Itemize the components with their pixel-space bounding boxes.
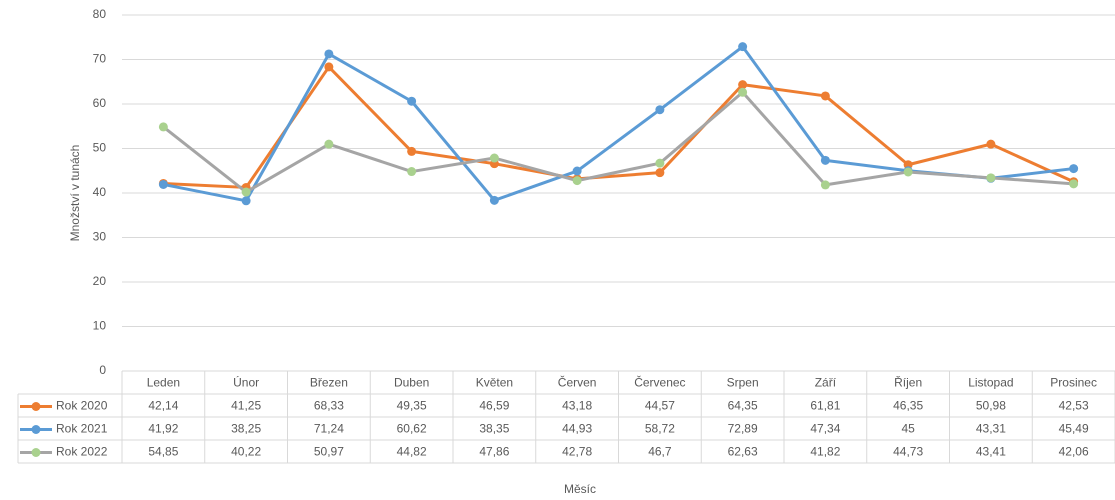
marker <box>324 62 334 72</box>
table-value: 46,35 <box>893 399 923 413</box>
legend-marker <box>31 425 41 434</box>
table-value: 44,73 <box>893 445 923 459</box>
marker <box>407 96 417 106</box>
y-axis-label: Množství v tunách <box>68 145 82 242</box>
table-value: 38,25 <box>231 422 261 436</box>
table-value: 71,24 <box>314 422 344 436</box>
table-value: 45 <box>901 422 915 436</box>
table-value: 45,49 <box>1059 422 1089 436</box>
legend-marker <box>31 448 41 457</box>
table-value: 41,92 <box>148 422 178 436</box>
marker <box>738 80 748 90</box>
marker <box>158 179 168 189</box>
marker <box>324 49 334 59</box>
y-tick-label: 20 <box>93 274 107 288</box>
table-value: 44,57 <box>645 399 675 413</box>
x-tick-label: Duben <box>394 376 429 390</box>
table-value: 43,31 <box>976 422 1006 436</box>
x-tick-label: Listopad <box>968 376 1013 390</box>
marker <box>241 196 251 206</box>
table-value: 64,35 <box>728 399 758 413</box>
table-value: 41,82 <box>810 445 840 459</box>
table-value: 41,25 <box>231 399 261 413</box>
marker <box>655 168 665 178</box>
marker <box>1069 179 1079 189</box>
x-tick-label: Srpen <box>727 376 759 390</box>
table-value: 58,72 <box>645 422 675 436</box>
table-value: 60,62 <box>397 422 427 436</box>
table-value: 50,98 <box>976 399 1006 413</box>
table-value: 46,59 <box>479 399 509 413</box>
marker <box>572 176 582 186</box>
legend-label: Rok 2020 <box>56 399 108 413</box>
table-value: 46,7 <box>648 445 672 459</box>
table-value: 42,53 <box>1059 399 1089 413</box>
marker <box>1069 164 1079 174</box>
table-value: 62,63 <box>728 445 758 459</box>
marker <box>738 42 748 52</box>
y-tick-label: 80 <box>93 7 107 21</box>
table-value: 43,18 <box>562 399 592 413</box>
legend-label: Rok 2021 <box>56 422 108 436</box>
table-value: 68,33 <box>314 399 344 413</box>
table-value: 42,78 <box>562 445 592 459</box>
x-tick-label: Červenec <box>634 375 685 390</box>
y-tick-label: 40 <box>93 185 107 199</box>
x-tick-label: Říjen <box>894 375 922 390</box>
marker <box>158 122 168 132</box>
x-tick-label: Červen <box>558 375 597 390</box>
marker <box>655 105 665 115</box>
marker <box>572 166 582 176</box>
marker <box>903 167 913 177</box>
marker <box>407 167 417 177</box>
marker <box>986 139 996 149</box>
legend-label: Rok 2022 <box>56 445 108 459</box>
x-tick-label: Prosinec <box>1050 376 1097 390</box>
table-value: 38,35 <box>479 422 509 436</box>
y-tick-label: 60 <box>93 96 107 110</box>
marker <box>324 139 334 149</box>
x-tick-label: Květen <box>476 376 513 390</box>
table-value: 47,86 <box>479 445 509 459</box>
y-tick-label: 0 <box>99 363 106 377</box>
marker <box>820 155 830 165</box>
y-tick-label: 50 <box>93 141 107 155</box>
table-value: 49,35 <box>397 399 427 413</box>
table-value: 54,85 <box>148 445 178 459</box>
table-value: 47,34 <box>810 422 840 436</box>
series-line <box>162 90 1074 194</box>
y-tick-label: 30 <box>93 230 107 244</box>
marker <box>986 173 996 183</box>
series-line <box>163 65 1075 189</box>
marker <box>655 158 665 168</box>
table-value: 43,41 <box>976 445 1006 459</box>
x-tick-label: Leden <box>147 376 180 390</box>
table-value: 72,89 <box>728 422 758 436</box>
y-tick-label: 70 <box>93 52 107 66</box>
table-value: 50,97 <box>314 445 344 459</box>
marker <box>489 153 499 163</box>
x-tick-label: Únor <box>233 375 259 390</box>
legend-marker <box>31 402 41 411</box>
table-value: 61,81 <box>810 399 840 413</box>
table-value: 44,82 <box>397 445 427 459</box>
table-value: 42,06 <box>1059 445 1089 459</box>
series-line <box>163 45 1074 203</box>
marker <box>489 195 499 205</box>
x-axis-label: Měsíc <box>564 482 596 496</box>
x-tick-label: Září <box>815 376 837 390</box>
table-value: 40,22 <box>231 445 261 459</box>
marker <box>407 146 417 156</box>
marker <box>820 180 830 190</box>
table-value: 42,14 <box>148 399 178 413</box>
y-tick-label: 10 <box>93 319 107 333</box>
x-tick-label: Březen <box>310 376 348 390</box>
marker <box>738 87 748 97</box>
table-value: 44,93 <box>562 422 592 436</box>
marker <box>820 91 830 101</box>
marker <box>241 187 251 197</box>
